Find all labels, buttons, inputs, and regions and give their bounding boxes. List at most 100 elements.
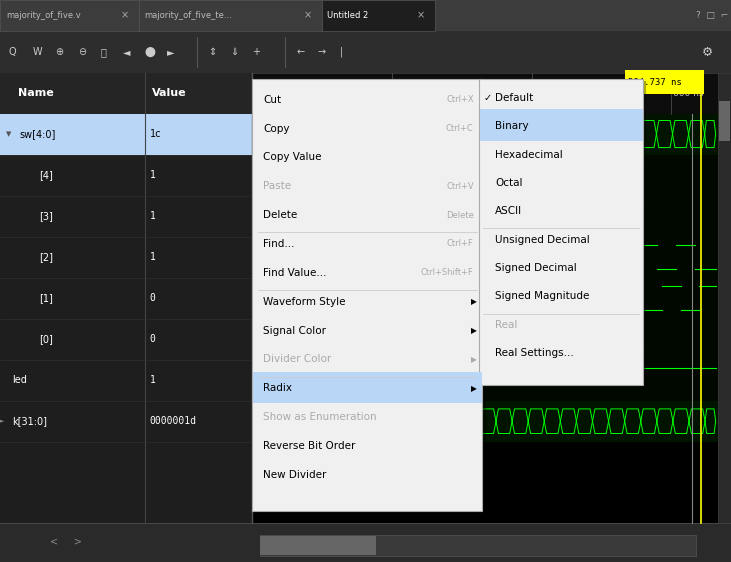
Text: Delete: Delete <box>263 210 298 220</box>
Bar <box>252 401 718 442</box>
Text: Ctrl+V: Ctrl+V <box>446 182 474 191</box>
Text: Real: Real <box>495 320 518 330</box>
Bar <box>0 319 252 360</box>
Text: Value: Value <box>152 88 186 98</box>
Bar <box>0 360 252 401</box>
Bar <box>719 101 730 140</box>
Text: majority_of_five.v: majority_of_five.v <box>6 11 80 20</box>
Text: [4]: [4] <box>39 170 53 180</box>
Text: ◄: ◄ <box>123 47 130 57</box>
Text: Signed Magnitude: Signed Magnitude <box>495 292 589 301</box>
Text: Divider Color: Divider Color <box>263 355 331 364</box>
Text: →: → <box>318 47 326 57</box>
Text: Hexadecimal: Hexadecimal <box>495 149 563 160</box>
Text: 1c: 1c <box>150 129 162 139</box>
Text: 0 ns: 0 ns <box>254 89 273 98</box>
Bar <box>625 70 704 94</box>
Bar <box>139 0 322 31</box>
Text: ⇓: ⇓ <box>230 47 238 57</box>
Text: Copy Value: Copy Value <box>263 152 322 162</box>
Bar <box>252 237 718 278</box>
Text: ASCII: ASCII <box>495 206 522 216</box>
Bar <box>252 79 482 511</box>
Bar <box>0 0 139 31</box>
Bar <box>0 523 731 562</box>
Text: +: + <box>252 47 260 57</box>
Bar <box>0 237 252 278</box>
Text: ▼: ▼ <box>6 131 11 137</box>
Text: Ctrl+X: Ctrl+X <box>446 95 474 104</box>
Bar <box>252 155 718 196</box>
Text: ⊖: ⊖ <box>78 47 86 57</box>
Bar <box>482 81 646 387</box>
Text: ▶: ▶ <box>471 384 477 393</box>
Bar <box>0 196 252 237</box>
Text: Ctrl+Shift+F: Ctrl+Shift+F <box>421 268 474 277</box>
Text: ⊕: ⊕ <box>56 47 64 57</box>
Text: led: led <box>12 375 26 385</box>
Text: ⇕: ⇕ <box>208 47 216 57</box>
Bar <box>260 536 376 555</box>
Text: 1: 1 <box>150 375 156 385</box>
Text: Ctrl+F: Ctrl+F <box>447 239 474 248</box>
Text: [1]: [1] <box>39 293 53 303</box>
Text: ←: ← <box>296 47 304 57</box>
Text: 0: 0 <box>150 293 156 303</box>
Text: ▶: ▶ <box>471 326 477 335</box>
Text: Signal Color: Signal Color <box>263 325 326 336</box>
Text: 0000001d: 0000001d <box>150 416 197 426</box>
Bar <box>252 319 718 360</box>
Text: Delete: Delete <box>446 211 474 220</box>
Bar <box>0 0 731 31</box>
Text: [2]: [2] <box>39 252 53 262</box>
Text: Reverse Bit Order: Reverse Bit Order <box>263 441 355 451</box>
Bar <box>718 73 731 523</box>
Text: k[31:0]: k[31:0] <box>12 416 47 426</box>
Bar <box>479 79 643 385</box>
Bar <box>252 278 718 319</box>
Text: ⤡: ⤡ <box>101 47 107 57</box>
Bar <box>0 31 731 73</box>
Text: 584.737 ns: 584.737 ns <box>627 78 681 87</box>
Text: Find...: Find... <box>263 239 295 249</box>
Text: Find Value...: Find Value... <box>263 268 327 278</box>
Text: New Divider: New Divider <box>263 470 327 480</box>
Text: ►: ► <box>167 47 174 57</box>
Text: Radix: Radix <box>263 383 292 393</box>
Bar <box>252 196 718 237</box>
Bar <box>260 535 696 556</box>
Text: 1: 1 <box>150 211 156 221</box>
Bar <box>0 401 252 442</box>
Text: majority_of_five_te...: majority_of_five_te... <box>145 11 232 20</box>
Text: Default: Default <box>495 93 533 103</box>
Bar <box>0 73 252 523</box>
Text: Binary: Binary <box>495 121 529 132</box>
Bar <box>253 371 482 402</box>
Text: ▶: ▶ <box>471 297 477 306</box>
Text: ?  □  ⌐: ? □ ⌐ <box>696 11 728 20</box>
Text: ×: × <box>121 11 129 20</box>
Text: ►: ► <box>0 418 4 424</box>
Bar <box>256 81 486 514</box>
Bar <box>252 73 718 523</box>
Bar <box>0 155 252 196</box>
Bar <box>322 0 435 31</box>
Text: Copy: Copy <box>263 124 289 134</box>
Text: Name: Name <box>18 88 54 98</box>
Text: ▶: ▶ <box>471 355 477 364</box>
Text: [0]: [0] <box>39 334 53 344</box>
Text: Ctrl+C: Ctrl+C <box>446 124 474 133</box>
Bar <box>252 114 718 155</box>
Text: Show as Enumeration: Show as Enumeration <box>263 412 376 422</box>
Text: 600 ns: 600 ns <box>673 89 703 98</box>
Bar <box>252 73 718 114</box>
Text: ⬤: ⬤ <box>145 47 156 57</box>
Text: Cut: Cut <box>263 95 281 105</box>
Text: 1: 1 <box>150 252 156 262</box>
Text: ✓: ✓ <box>483 93 491 103</box>
Bar <box>252 360 718 401</box>
Bar <box>0 114 252 155</box>
Text: Paste: Paste <box>263 182 291 191</box>
Text: [3]: [3] <box>39 211 53 221</box>
Text: Real Settings...: Real Settings... <box>495 348 574 358</box>
